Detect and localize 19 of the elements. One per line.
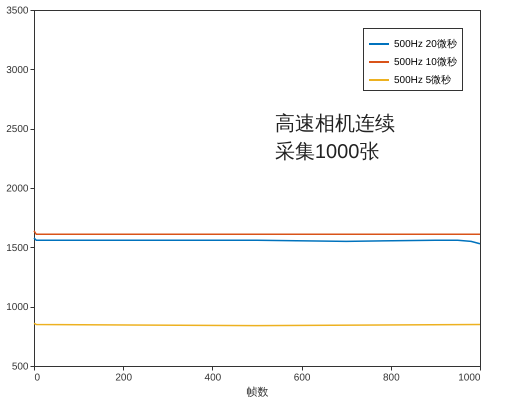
- annotation: 高速相机连续: [274, 112, 395, 135]
- y-tick-label: 1500: [6, 242, 29, 254]
- legend-label: 500Hz 5微秒: [394, 74, 452, 86]
- y-tick-label: 2500: [6, 124, 29, 136]
- x-tick-label: 200: [115, 372, 132, 384]
- x-tick-label: 400: [204, 372, 222, 384]
- y-tick-label: 3000: [6, 64, 29, 76]
- x-tick-label: 600: [294, 372, 311, 384]
- legend-label: 500Hz 20微秒: [394, 38, 457, 50]
- x-tick-label: 0: [34, 372, 40, 384]
- x-tick-label: 800: [382, 372, 400, 384]
- legend-label: 500Hz 10微秒: [394, 56, 457, 68]
- x-axis-title: 帧数: [246, 386, 268, 398]
- y-tick-label: 500: [12, 362, 29, 372]
- y-tick-label: 1000: [6, 302, 29, 314]
- annotation: 采集1000张: [274, 140, 380, 163]
- x-tick-label: 1000: [458, 372, 481, 384]
- y-tick-label: 2000: [6, 184, 29, 194]
- y-tick-label: 3500: [6, 6, 29, 16]
